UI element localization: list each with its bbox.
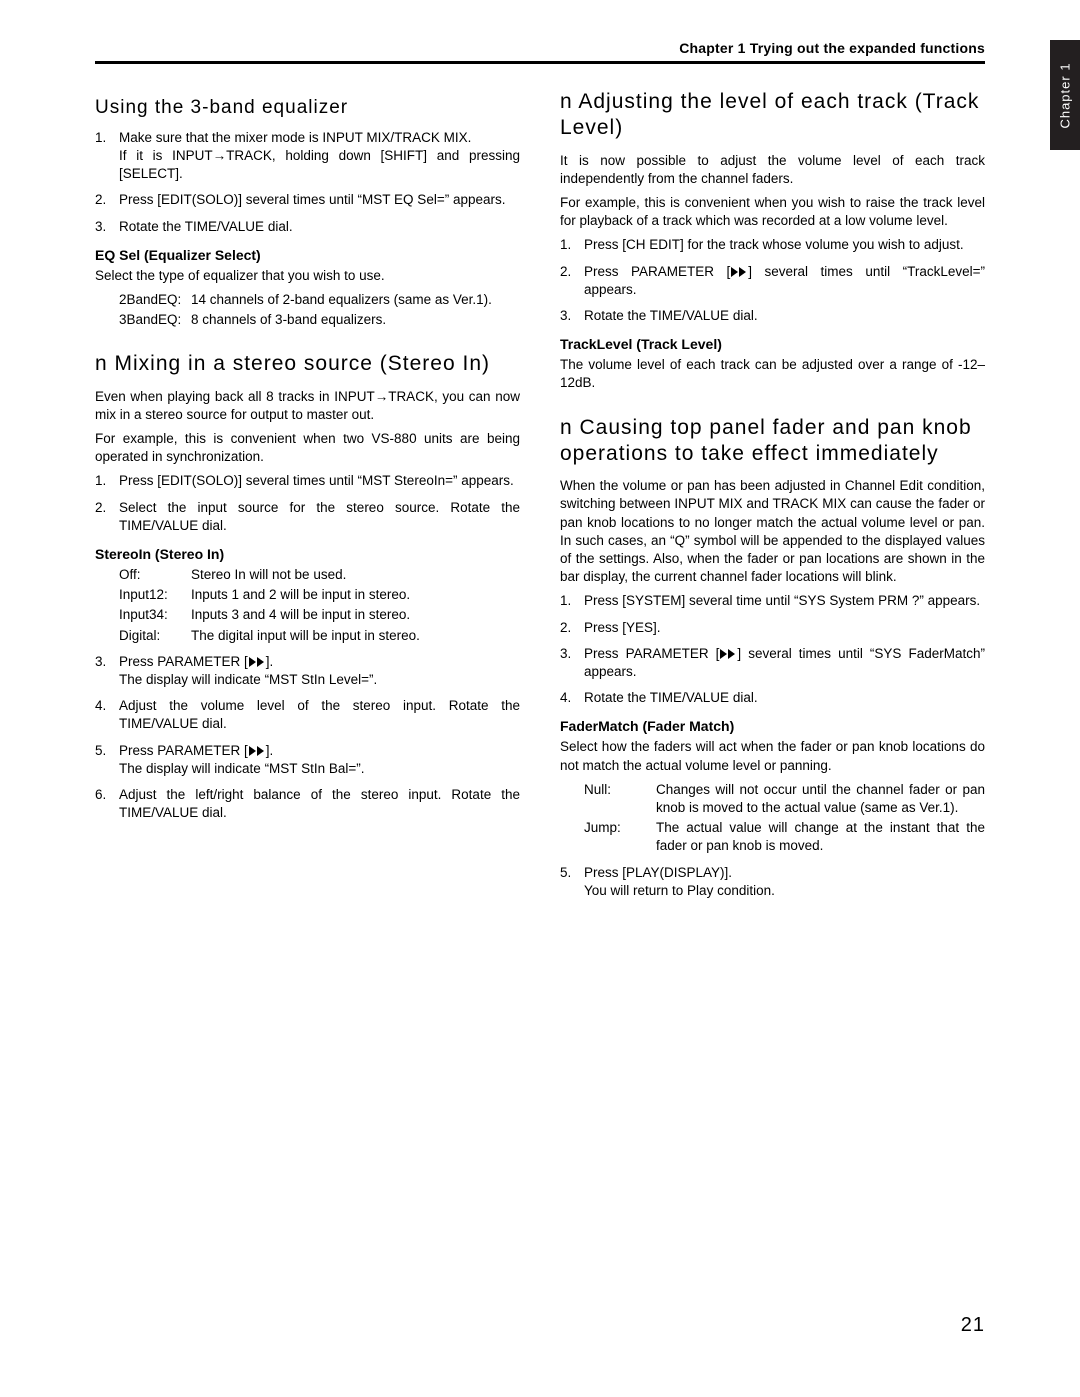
page-content: Chapter 1 Trying out the expanded functi… bbox=[95, 40, 985, 908]
heading-eq: Using the 3-band equalizer bbox=[95, 95, 520, 121]
heading-fader: n Causing top panel fader and pan knob o… bbox=[560, 415, 985, 468]
def-jump: Jump:The actual value will change at the… bbox=[560, 819, 985, 855]
ff-icon bbox=[719, 649, 737, 659]
heading-track: n Adjusting the level of each track (Tra… bbox=[560, 89, 985, 142]
ff-icon bbox=[730, 267, 748, 277]
def-off: Off:Stereo In will not be used. bbox=[95, 566, 520, 584]
def-input34: Input34:Inputs 3 and 4 will be input in … bbox=[95, 606, 520, 624]
page-number: 21 bbox=[961, 1314, 985, 1337]
ff-icon bbox=[248, 746, 266, 756]
ff-icon bbox=[248, 657, 266, 667]
stereo-steps-b: 3.Press PARAMETER [].The display will in… bbox=[95, 653, 520, 823]
track-steps: 1.Press [CH EDIT] for the track whose vo… bbox=[560, 236, 985, 325]
chapter-tab: Chapter 1 bbox=[1050, 40, 1080, 150]
fadermatch-desc: Select how the faders will act when the … bbox=[560, 738, 985, 774]
track-intro1: It is now possible to adjust the volume … bbox=[560, 152, 985, 188]
tracklevel-subtitle: TrackLevel (Track Level) bbox=[560, 335, 985, 354]
stereo-intro2: For example, this is convenient when two… bbox=[95, 430, 520, 466]
def-null: Null:Changes will not occur until the ch… bbox=[560, 781, 985, 817]
def-input12: Input12:Inputs 1 and 2 will be input in … bbox=[95, 586, 520, 604]
tracklevel-desc: The volume level of each track can be ad… bbox=[560, 356, 985, 392]
fader-steps-a: 1.Press [SYSTEM] several time until “SYS… bbox=[560, 592, 985, 707]
def-3band: 3BandEQ:8 channels of 3-band equalizers. bbox=[95, 311, 520, 329]
header-chapter: Chapter 1 Trying out the expanded functi… bbox=[95, 40, 985, 64]
left-column: Using the 3-band equalizer 1.Make sure t… bbox=[95, 89, 520, 908]
track-intro2: For example, this is convenient when you… bbox=[560, 194, 985, 230]
eq-sel-desc: Select the type of equalizer that you wi… bbox=[95, 267, 520, 285]
eq-sel-subtitle: EQ Sel (Equalizer Select) bbox=[95, 246, 520, 265]
fader-intro: When the volume or pan has been adjusted… bbox=[560, 477, 985, 586]
fadermatch-subtitle: FaderMatch (Fader Match) bbox=[560, 717, 985, 736]
eq-steps: 1.Make sure that the mixer mode is INPUT… bbox=[95, 129, 520, 236]
right-column: n Adjusting the level of each track (Tra… bbox=[560, 89, 985, 908]
def-2band: 2BandEQ:14 channels of 2-band equalizers… bbox=[95, 291, 520, 309]
fader-steps-b: 5.Press [PLAY(DISPLAY)].You will return … bbox=[560, 864, 985, 900]
heading-stereo: n Mixing in a stereo source (Stereo In) bbox=[95, 351, 520, 377]
stereo-intro1: Even when playing back all 8 tracks in I… bbox=[95, 388, 520, 424]
def-digital: Digital:The digital input will be input … bbox=[95, 627, 520, 645]
stereo-steps-a: 1.Press [EDIT(SOLO)] several times until… bbox=[95, 472, 520, 535]
stereoin-subtitle: StereoIn (Stereo In) bbox=[95, 545, 520, 564]
